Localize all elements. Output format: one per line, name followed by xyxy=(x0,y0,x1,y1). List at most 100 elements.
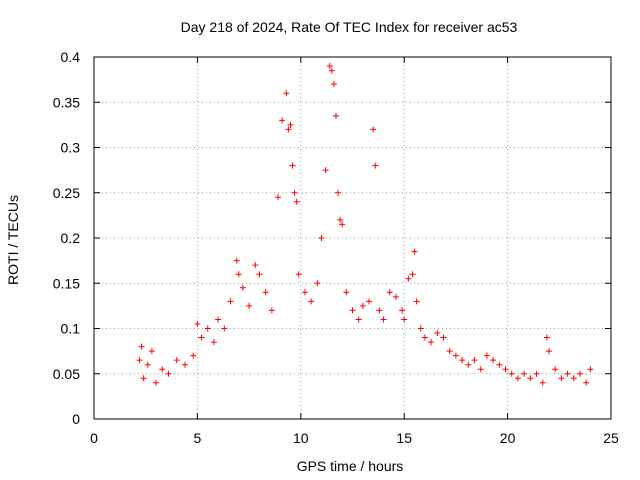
data-point xyxy=(343,289,350,296)
data-point xyxy=(355,316,362,323)
data-point xyxy=(159,366,166,373)
data-point xyxy=(148,348,155,355)
data-point xyxy=(308,298,315,305)
data-point xyxy=(490,357,497,364)
data-point xyxy=(326,63,333,70)
data-point xyxy=(496,361,503,368)
data-point xyxy=(521,370,528,377)
grid-lines xyxy=(94,57,611,419)
data-point xyxy=(380,316,387,323)
data-point xyxy=(545,348,552,355)
data-point xyxy=(314,280,321,287)
data-point xyxy=(401,316,408,323)
data-point xyxy=(194,320,201,327)
data-point xyxy=(227,298,234,305)
data-point xyxy=(366,298,373,305)
data-point xyxy=(293,198,300,205)
data-point xyxy=(558,375,565,382)
data-point xyxy=(411,248,418,255)
data-point xyxy=(446,348,453,355)
data-point xyxy=(233,257,240,264)
data-point xyxy=(283,90,290,97)
data-point xyxy=(465,361,472,368)
data-point xyxy=(335,189,342,196)
data-point xyxy=(221,325,228,332)
x-tick-label: 25 xyxy=(603,430,619,446)
data-point xyxy=(459,357,466,364)
y-tick-label: 0.25 xyxy=(53,185,80,201)
data-point xyxy=(268,307,275,314)
data-point xyxy=(262,289,269,296)
y-tick-label: 0.3 xyxy=(61,140,81,156)
x-tick-label: 10 xyxy=(293,430,309,446)
data-point xyxy=(173,357,180,364)
data-point xyxy=(337,216,344,223)
data-point xyxy=(483,352,490,359)
x-tick-label: 5 xyxy=(194,430,202,446)
data-point xyxy=(576,370,583,377)
data-point xyxy=(409,271,416,278)
data-point xyxy=(328,67,335,74)
data-point xyxy=(587,366,594,373)
data-point xyxy=(372,162,379,169)
data-point xyxy=(330,81,337,88)
data-point xyxy=(370,126,377,133)
data-point xyxy=(181,361,188,368)
data-point xyxy=(386,289,393,296)
data-point xyxy=(246,302,253,309)
data-point xyxy=(190,352,197,359)
data-point xyxy=(322,167,329,174)
y-tick-label: 0.35 xyxy=(53,94,80,110)
data-point xyxy=(376,307,383,314)
data-point xyxy=(399,307,406,314)
data-point xyxy=(570,375,577,382)
data-point xyxy=(405,275,412,282)
data-point xyxy=(138,343,145,350)
y-tick-label: 0.2 xyxy=(61,230,81,246)
y-tick-label: 0 xyxy=(72,411,80,427)
data-point xyxy=(215,316,222,323)
data-point xyxy=(533,370,540,377)
data-point xyxy=(275,194,282,201)
x-tick-label: 0 xyxy=(90,430,98,446)
data-point xyxy=(564,370,571,377)
data-point xyxy=(289,162,296,169)
data-point xyxy=(452,352,459,359)
data-point xyxy=(552,366,559,373)
data-points xyxy=(136,63,594,386)
plot-frame xyxy=(93,56,612,420)
data-point xyxy=(417,325,424,332)
data-point xyxy=(543,334,550,341)
y-tick-label: 0.15 xyxy=(53,275,80,291)
data-point xyxy=(140,375,147,382)
data-point xyxy=(318,235,325,241)
data-point xyxy=(144,361,151,368)
data-point xyxy=(502,366,509,373)
data-point xyxy=(285,126,292,133)
data-point xyxy=(359,302,366,309)
x-tick-label: 20 xyxy=(500,430,516,446)
data-point xyxy=(332,112,339,119)
data-point xyxy=(477,366,484,373)
y-tick-label: 0.1 xyxy=(61,321,81,337)
data-point xyxy=(165,370,172,377)
data-point xyxy=(539,379,546,386)
data-point xyxy=(339,221,346,228)
data-point xyxy=(287,121,294,128)
x-tick-label: 15 xyxy=(396,430,412,446)
data-point xyxy=(471,357,478,364)
data-point xyxy=(295,271,302,278)
data-point xyxy=(198,334,205,341)
data-point xyxy=(210,339,217,346)
data-point xyxy=(301,289,308,296)
x-axis-label: GPS time / hours xyxy=(297,458,404,474)
data-point xyxy=(252,262,259,269)
chart-title: Day 218 of 2024, Rate Of TEC Index for r… xyxy=(181,19,518,35)
data-point xyxy=(239,284,246,291)
data-point xyxy=(413,298,420,305)
y-axis-label: ROTI / TECUs xyxy=(5,195,21,285)
data-point xyxy=(392,293,399,300)
axis-ticks: 0 5 10 15 20 25 0 0.05 0.1 0.15 0.2 0.25 0.3 0.35 0.4 xyxy=(53,49,619,446)
data-point xyxy=(291,189,298,196)
data-point xyxy=(136,357,143,364)
